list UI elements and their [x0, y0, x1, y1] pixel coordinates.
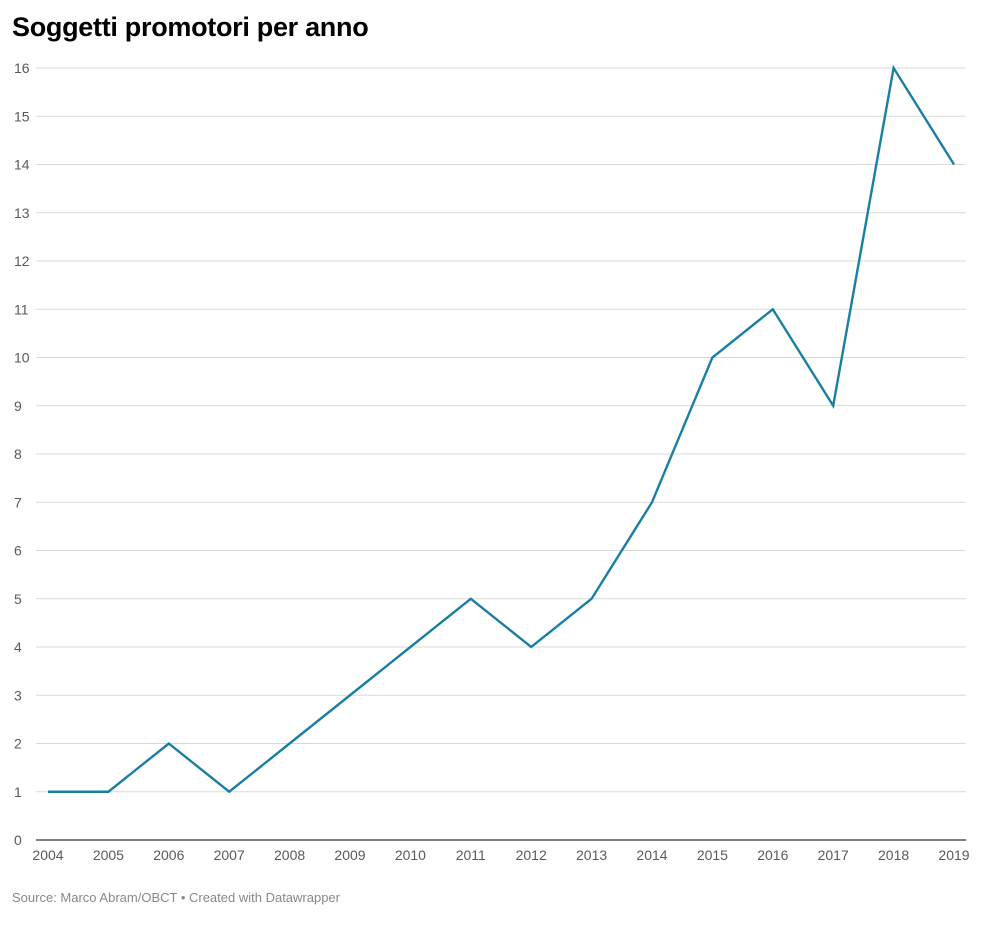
y-tick-label: 7	[14, 494, 22, 510]
y-tick-label: 14	[14, 157, 30, 173]
x-tick-label: 2007	[214, 847, 245, 863]
y-tick-label: 11	[14, 301, 29, 317]
x-tick-label: 2008	[274, 847, 305, 863]
series-layer	[48, 64, 956, 794]
y-tick-label: 5	[14, 591, 22, 607]
series-line	[48, 64, 956, 794]
x-tick-label: 2015	[697, 847, 728, 863]
y-tick-label: 12	[14, 253, 30, 269]
x-tick-label: 2018	[878, 847, 909, 863]
y-tick-label: 4	[14, 639, 22, 655]
y-tick-label: 15	[14, 108, 30, 124]
y-tick-label: 6	[14, 543, 22, 559]
x-tick-label: 2006	[153, 847, 184, 863]
x-tick-label: 2010	[395, 847, 426, 863]
y-tick-label: 2	[14, 736, 22, 752]
x-tick-label: 2017	[818, 847, 849, 863]
source-credit: Source: Marco Abram/OBCT • Created with …	[12, 890, 340, 905]
x-tick-label: 2014	[636, 847, 667, 863]
y-tick-label: 10	[14, 350, 30, 366]
x-axis-tick-labels: 2004 2005 2006 2007 2008 2009 2010 2011 2012 2013…	[32, 847, 969, 863]
gridlines	[36, 67, 966, 793]
x-tick-label: 2009	[334, 847, 365, 863]
x-tick-label: 2004	[32, 847, 63, 863]
y-tick-label: 13	[14, 205, 30, 221]
y-tick-label: 8	[14, 446, 22, 462]
x-tick-label: 2016	[757, 847, 788, 863]
y-tick-label: 16	[14, 60, 30, 76]
x-tick-label: 2013	[576, 847, 607, 863]
y-tick-label: 0	[14, 832, 22, 848]
y-tick-label: 9	[14, 398, 22, 414]
x-tick-label: 2005	[93, 847, 124, 863]
y-tick-label: 3	[14, 687, 22, 703]
x-tick-label: 2019	[938, 847, 969, 863]
x-tick-label: 2011	[456, 847, 486, 863]
x-tick-label: 2012	[516, 847, 547, 863]
y-tick-label: 1	[14, 784, 22, 800]
chart-title: Soggetti promotori per anno	[12, 12, 369, 42]
